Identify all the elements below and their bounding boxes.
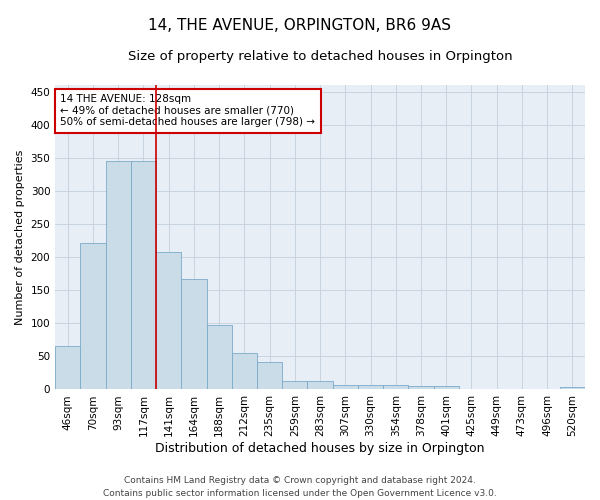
Bar	[358, 385, 383, 390]
Bar	[409, 386, 434, 390]
Bar	[307, 381, 332, 390]
Bar	[55, 346, 80, 390]
Text: 14 THE AVENUE: 128sqm
← 49% of detached houses are smaller (770)
50% of semi-det: 14 THE AVENUE: 128sqm ← 49% of detached …	[61, 94, 316, 128]
Bar	[156, 252, 181, 390]
Y-axis label: Number of detached properties: Number of detached properties	[15, 150, 25, 325]
Title: Size of property relative to detached houses in Orpington: Size of property relative to detached ho…	[128, 50, 512, 63]
Bar	[332, 385, 358, 390]
Text: 14, THE AVENUE, ORPINGTON, BR6 9AS: 14, THE AVENUE, ORPINGTON, BR6 9AS	[149, 18, 452, 32]
Bar	[282, 381, 307, 390]
Bar	[383, 385, 409, 390]
Bar	[106, 161, 131, 390]
Text: Contains HM Land Registry data © Crown copyright and database right 2024.
Contai: Contains HM Land Registry data © Crown c…	[103, 476, 497, 498]
Bar	[131, 161, 156, 390]
Bar	[181, 279, 206, 390]
X-axis label: Distribution of detached houses by size in Orpington: Distribution of detached houses by size …	[155, 442, 485, 455]
Bar	[206, 326, 232, 390]
Bar	[80, 242, 106, 390]
Bar	[560, 388, 585, 390]
Bar	[232, 353, 257, 390]
Bar	[257, 362, 282, 390]
Bar	[434, 386, 459, 390]
